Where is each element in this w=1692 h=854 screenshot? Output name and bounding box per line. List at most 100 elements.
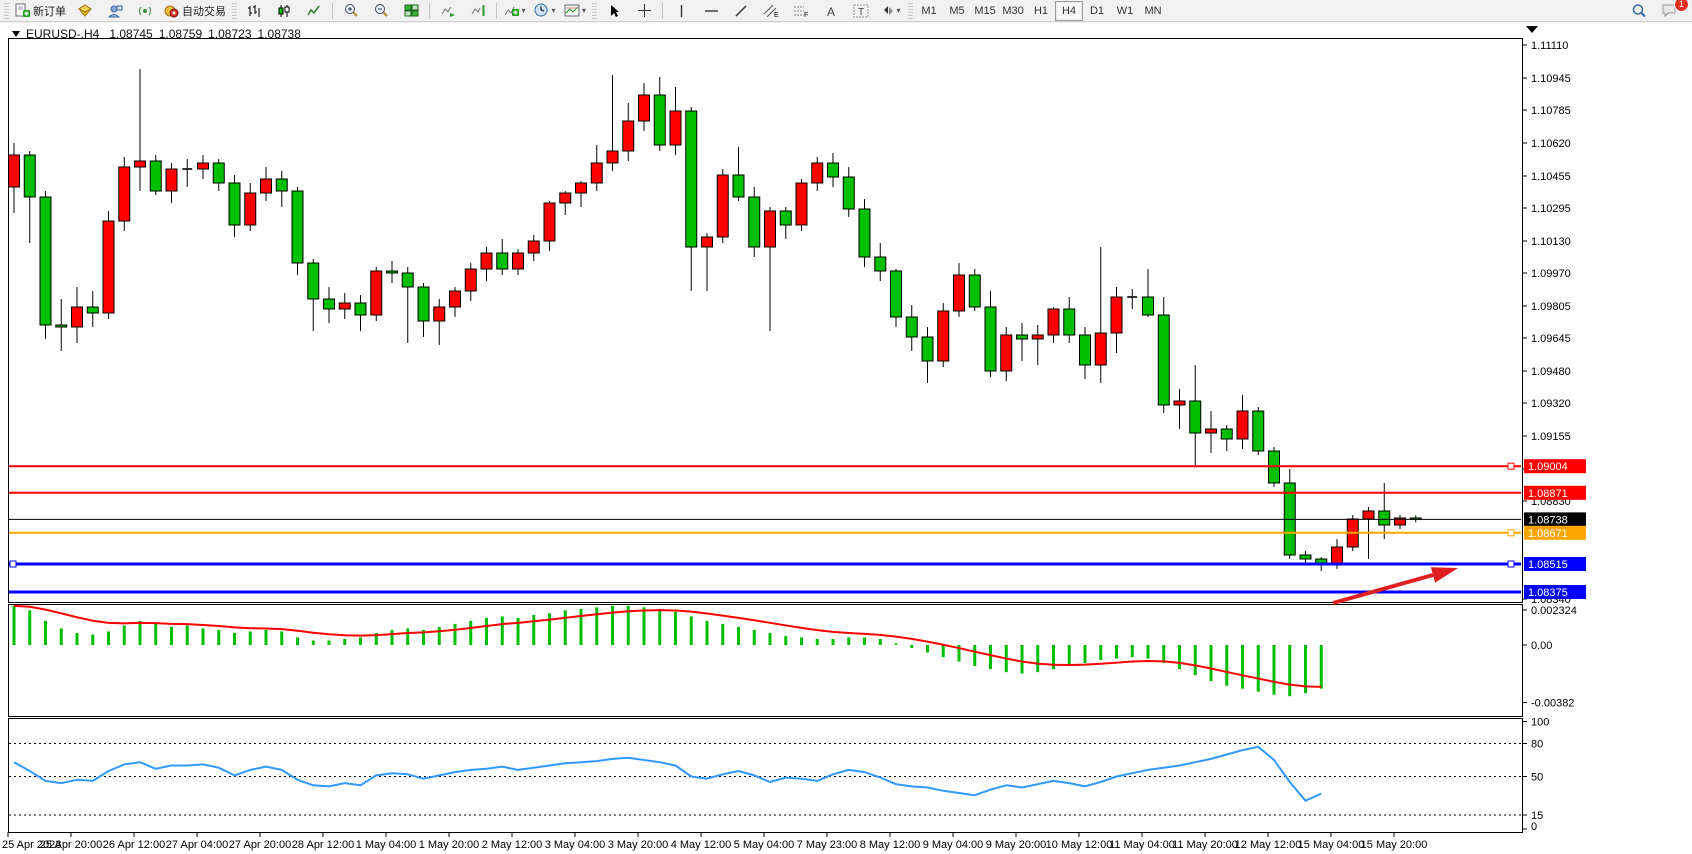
price-tick-label: 1.09155 [1531, 431, 1571, 443]
trend-arrow-head[interactable] [1430, 567, 1458, 583]
trend-arrow-shaft[interactable] [1332, 573, 1434, 605]
candle-body [433, 306, 446, 322]
candle-body [8, 154, 20, 188]
level-price-label: 1.08671 [1528, 528, 1568, 540]
tf-button-M1[interactable]: M1 [921, 4, 937, 17]
candle-body [1142, 296, 1154, 316]
zoom-in-button[interactable] [336, 0, 366, 22]
price-pane[interactable] [8, 38, 1523, 603]
vertical-line-icon [680, 4, 682, 17]
bar-chart-button[interactable] [239, 0, 269, 22]
cursor-button[interactable] [599, 0, 629, 22]
profile-button[interactable] [100, 0, 130, 22]
auto-scroll-button[interactable] [433, 0, 463, 22]
chart-symbol: EURUSD-,H4 [26, 27, 100, 41]
periods-button[interactable]: ▾ [530, 0, 560, 22]
candle-body [716, 174, 729, 238]
macd-pane[interactable] [8, 604, 1523, 717]
separator [496, 2, 497, 19]
hline-handle[interactable] [1507, 560, 1515, 568]
hline-handle[interactable] [1507, 529, 1515, 537]
new-order-button[interactable]: 新订单 [11, 0, 70, 22]
candle-body [559, 192, 572, 204]
rsi-tick-label: 0 [1531, 821, 1537, 833]
toolbar-grip[interactable] [232, 2, 237, 19]
toolbar-grip[interactable] [4, 2, 9, 19]
crosshair-button[interactable] [629, 0, 659, 22]
rsi-tick-label: 15 [1531, 810, 1543, 822]
candle-body [1110, 296, 1123, 334]
candle-body [1220, 428, 1233, 440]
tf-button-H4[interactable]: H4 [1055, 0, 1084, 21]
autotrading-label: 自动交易 [182, 5, 226, 18]
tf-button-M30[interactable]: M30 [1002, 4, 1024, 17]
candle-body [732, 174, 745, 198]
add-indicator-button[interactable]: ▾ [500, 0, 530, 22]
candle-body [354, 302, 367, 316]
time-label: 7 May 23:00 [797, 839, 858, 851]
zoom-out-icon [374, 4, 388, 17]
price-label-chip [1524, 585, 1586, 599]
crosshair-icon [637, 4, 651, 17]
ohlc-high: 1.08759 [158, 27, 203, 41]
zoom-out-button[interactable] [366, 0, 396, 22]
candle-body [275, 178, 288, 192]
candle-body [779, 210, 792, 226]
candle-body [1315, 558, 1328, 564]
toolbar-grip[interactable] [592, 2, 598, 19]
horizontal-line-button[interactable] [696, 0, 726, 22]
price-label-chip [1524, 459, 1586, 474]
text-button[interactable]: A [816, 0, 846, 22]
tf-button-W1[interactable]: W1 [1116, 4, 1134, 17]
svg-text:T: T [858, 7, 864, 18]
chart-shift-button[interactable] [463, 0, 493, 22]
separator [332, 2, 333, 19]
svg-text:F: F [804, 12, 808, 18]
bar-chart-icon [248, 4, 260, 17]
candle-body [811, 162, 824, 184]
candle-body [1157, 314, 1170, 406]
candle-body [606, 150, 619, 164]
equidistant-channel-icon: E [763, 4, 779, 18]
tf-button-M15[interactable]: M15 [974, 4, 996, 17]
rsi-pane[interactable] [8, 718, 1523, 833]
price-tick-label: 1.09645 [1531, 333, 1571, 345]
scroll-to-end-icon[interactable] [1526, 26, 1538, 33]
autotrading-button[interactable]: 自动交易 [160, 0, 230, 22]
time-label: 3 May 20:00 [608, 839, 669, 851]
tf-button-H1[interactable]: H1 [1033, 4, 1049, 17]
line-chart-icon [307, 5, 320, 15]
chart-window: EURUSD-,H4 1.08745 1.08759 1.08723 1.087… [0, 23, 1692, 854]
symbol-dropdown-icon[interactable] [12, 31, 20, 37]
tf-button-D1[interactable]: D1 [1089, 4, 1105, 17]
tile-windows-button[interactable] [396, 0, 426, 22]
tf-button-MN[interactable]: MN [1144, 4, 1162, 17]
line-chart-button[interactable] [299, 0, 329, 22]
candle-body [401, 272, 414, 288]
chart-canvas[interactable]: 1.11110 1.10945 1.10785 1.10620 1.10455 1.102… [0, 23, 1692, 854]
signals-button[interactable] [130, 0, 160, 22]
package-button[interactable] [70, 0, 100, 22]
candle-body [212, 162, 225, 184]
templates-button[interactable]: ▾ [560, 0, 590, 22]
tf-button-M5[interactable]: M5 [949, 4, 965, 17]
trendline-button[interactable] [726, 0, 756, 22]
notifications-button[interactable]: 1 [1654, 0, 1689, 22]
toolbar-grip[interactable] [908, 2, 914, 19]
new-order-label: 新订单 [33, 5, 66, 18]
candle-body [118, 166, 131, 222]
search-button[interactable] [1624, 0, 1654, 22]
arrows-button[interactable]: ▾ [876, 0, 906, 22]
fibonacci-button[interactable]: F [786, 0, 816, 22]
dropdown-arrow-icon: ▾ [582, 6, 587, 15]
candlestick-chart-button[interactable] [269, 0, 299, 22]
text-label-button[interactable]: T [846, 0, 876, 22]
vertical-line-button[interactable] [666, 0, 696, 22]
hline-handle[interactable] [9, 560, 17, 568]
time-label: 9 May 20:00 [986, 839, 1047, 851]
separator [429, 2, 430, 19]
hline-handle[interactable] [1507, 462, 1515, 470]
equidistant-channel-button[interactable]: E [756, 0, 786, 22]
dropdown-arrow-icon: ▾ [551, 6, 556, 15]
candle-body [1378, 510, 1391, 526]
